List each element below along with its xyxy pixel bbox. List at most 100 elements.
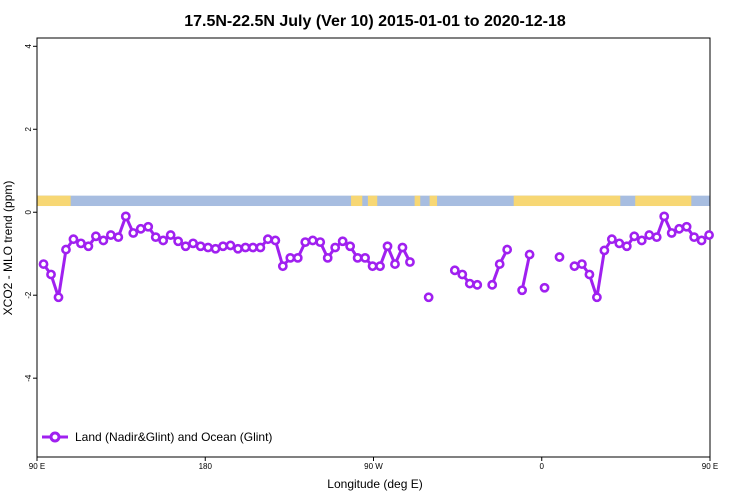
data-point [285,252,296,263]
y-tick-label: 4 [24,44,33,49]
data-point [322,252,333,263]
data-point [644,230,655,240]
data-point [472,279,483,290]
data-point [569,261,580,272]
data-point [405,257,415,267]
x-tick-label: 90 E [702,462,718,471]
land-segment [429,195,438,207]
plot-frame [36,37,711,458]
data-point [457,269,468,280]
legend-marker [49,431,61,443]
data-point [674,223,685,234]
data-point [240,242,251,253]
y-tick-label: 2 [24,126,33,131]
x-tick-label: 0 [540,462,545,471]
data-point [696,235,707,246]
data-point [651,232,662,243]
data-point [591,292,602,303]
data-point [494,259,505,269]
data-point [300,237,311,248]
data-point [704,230,714,240]
data-point [382,241,393,252]
chart-title: 17.5N-22.5N July (Ver 10) 2015-01-01 to … [184,13,566,30]
data-point [367,261,378,272]
data-point [270,235,281,246]
data-point [218,241,228,252]
x-axis: 90 E 180 90 W 0 90 E [29,457,718,471]
data-point [292,252,303,263]
y-axis-label: XCO2 - MLO trend (ppm) [1,181,15,316]
data-point [233,243,243,254]
land-segment [635,195,692,207]
data-point [681,221,692,232]
data-point [539,282,550,293]
data-point [659,211,670,222]
data-point [113,232,124,243]
data-point [330,242,341,253]
data-point [360,252,370,263]
x-axis-label: Longitude (deg E) [327,477,422,491]
data-point [307,235,318,246]
data-point [352,252,363,263]
data-point [614,238,625,249]
data-point [68,234,79,245]
data-point [225,240,236,251]
data-point [375,261,385,272]
data-point [255,242,266,253]
data-point [128,228,139,238]
data-point [423,292,434,303]
data-point [188,238,198,249]
land-segment [367,195,378,207]
data-point [397,242,408,253]
data-point [165,230,176,240]
data-point [449,265,460,276]
data-point [584,269,595,280]
y-tick-label: 0 [24,209,33,214]
data-point [158,235,169,246]
data-point [61,244,71,255]
data-point [390,259,400,269]
data-point [277,261,288,272]
data-point [517,285,528,296]
data-point [689,232,700,243]
data-point [337,236,348,247]
data-point [38,259,49,269]
data-point [98,235,109,246]
data-point [53,292,64,303]
data-point [120,211,131,222]
data-point [345,241,356,252]
data-point [180,241,191,252]
data-point [666,228,677,238]
data-point [90,231,101,242]
data-point [315,237,326,248]
land-segment [37,195,71,207]
data-point [636,235,647,246]
data-point [76,238,86,249]
data-point [621,241,632,252]
data-point [150,232,161,243]
data-point [502,244,513,255]
x-tick-label: 90 E [29,462,45,471]
data-point [577,259,587,269]
data-point [554,252,565,262]
land-segment [351,195,363,207]
y-tick-label: -2 [24,291,33,299]
data-point [173,236,184,247]
land-ocean-strip [37,195,710,207]
data-point [262,234,273,245]
data-point [105,230,116,240]
x-tick-label: 180 [199,462,213,471]
data-point [524,249,535,260]
data-point [487,279,498,290]
data-point [606,234,617,245]
data-point [135,223,146,234]
series-land-ocean [38,211,714,303]
series-line [520,254,532,291]
data-point [46,269,56,280]
data-point [464,278,475,289]
data-point [143,221,154,232]
data-point [210,243,221,254]
y-tick-label: -4 [24,374,33,382]
data-point [195,241,206,252]
